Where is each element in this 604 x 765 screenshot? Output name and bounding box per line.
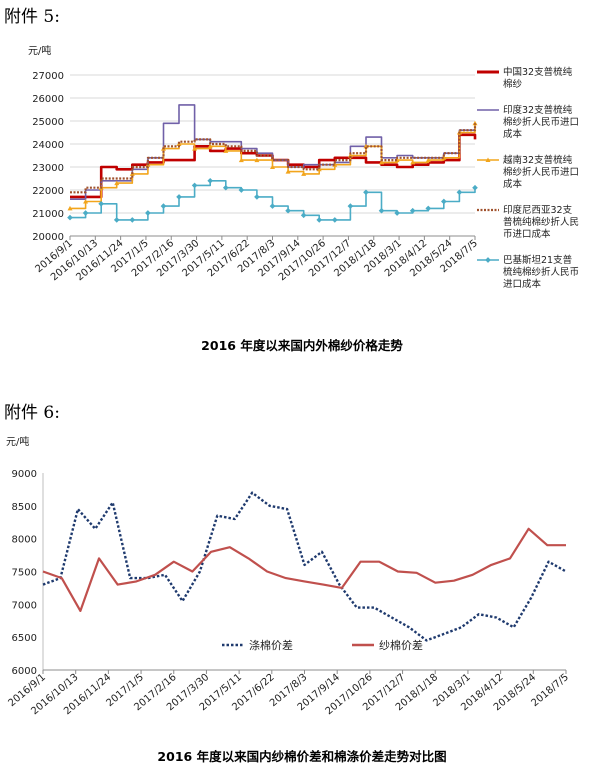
data-point xyxy=(238,157,244,163)
data-point xyxy=(301,171,307,176)
legend-label: 涤棉价差 xyxy=(249,638,293,652)
data-point xyxy=(378,207,385,214)
legend-label: 纱棉价差 xyxy=(379,638,423,652)
data-point xyxy=(254,194,260,200)
data-point xyxy=(347,203,354,209)
data-point xyxy=(409,207,416,214)
data-point xyxy=(207,177,214,184)
data-point xyxy=(394,210,400,216)
data-point xyxy=(238,187,245,193)
series-line xyxy=(70,123,477,194)
y-tick-label: 24000 xyxy=(32,140,64,151)
appendix-6-heading: 附件 6: xyxy=(4,403,60,423)
data-point xyxy=(254,157,260,163)
y-tick-label: 8500 xyxy=(12,502,37,513)
appendix-5-heading: 附件 5: xyxy=(4,7,60,27)
data-point xyxy=(285,169,291,174)
data-point xyxy=(67,214,73,221)
legend-label: 中国32支普梳纯棉纱 xyxy=(503,66,573,90)
data-point xyxy=(67,205,73,211)
yarn-price-chart: 元/吨 20000 21000 22000 23000 24000 25000 26000 27… xyxy=(28,44,579,290)
data-point xyxy=(191,182,198,189)
data-point xyxy=(285,207,291,214)
data-point xyxy=(176,194,182,200)
data-point xyxy=(472,184,478,191)
price-spread-chart-caption: 2016 年度以来国内纱棉价差和棉涤价差走势对比图 xyxy=(157,749,447,764)
y-tick-label: 23000 xyxy=(32,163,64,174)
y-tick-label: 7500 xyxy=(12,568,37,579)
data-point xyxy=(316,217,323,223)
yarn-price-chart-caption: 2016 年度以来国内外棉纱价格走势 xyxy=(201,338,403,353)
data-point xyxy=(145,210,151,216)
y-tick-label: 25000 xyxy=(32,117,64,128)
data-point xyxy=(472,120,478,126)
y-tick-label: 26000 xyxy=(32,94,64,105)
data-point xyxy=(410,159,416,165)
y-unit-label: 元/吨 xyxy=(6,435,29,448)
data-point xyxy=(269,203,276,209)
data-point xyxy=(300,212,307,219)
y-tick-label: 22000 xyxy=(32,186,64,197)
y-tick-label: 6000 xyxy=(12,666,37,677)
data-point xyxy=(114,180,120,186)
data-point xyxy=(425,205,432,212)
data-point xyxy=(113,217,120,223)
y-tick-label: 27000 xyxy=(32,71,64,82)
legend-label: 越南32支普梳纯棉纱折人民币进口成本 xyxy=(503,154,579,190)
legend-marker xyxy=(485,157,491,162)
y-tick-label: 8000 xyxy=(12,535,37,546)
data-point xyxy=(83,199,89,204)
data-point xyxy=(192,146,198,151)
data-point xyxy=(222,184,229,191)
y-unit-label: 元/吨 xyxy=(28,44,51,57)
data-point xyxy=(456,189,463,196)
data-point xyxy=(160,203,167,209)
y-tick-label: 9000 xyxy=(12,469,37,480)
data-point xyxy=(331,217,338,223)
data-point xyxy=(98,200,104,207)
series-line xyxy=(42,527,566,612)
y-tick-label: 7000 xyxy=(12,600,37,611)
data-point xyxy=(363,189,369,196)
y-tick-label: 21000 xyxy=(32,209,64,220)
data-point xyxy=(223,148,229,153)
data-point xyxy=(129,217,136,223)
data-point xyxy=(207,143,213,149)
data-point xyxy=(347,153,353,158)
data-point xyxy=(270,164,275,169)
legend-label: 印度32支普梳纯棉纱折人民币进口成本 xyxy=(503,104,579,140)
data-point xyxy=(82,210,89,216)
y-tick-label: 6500 xyxy=(12,633,37,644)
series-line xyxy=(70,180,476,221)
legend-label: 印度尼西亚32支普梳纯棉纱折人民币进口成本 xyxy=(503,204,579,240)
legend-label: 巴基斯坦21支普梳纯棉纱折人民币进口成本 xyxy=(503,254,579,290)
series-line xyxy=(42,491,567,642)
y-tick-label: 20000 xyxy=(32,232,64,243)
series-line xyxy=(70,104,476,200)
data-point xyxy=(441,198,447,205)
price-spread-chart: 元/吨60006500700075008000850090002016/9/12… xyxy=(6,435,571,717)
legend-marker xyxy=(485,257,491,263)
data-point xyxy=(425,157,431,163)
data-point xyxy=(379,159,385,165)
